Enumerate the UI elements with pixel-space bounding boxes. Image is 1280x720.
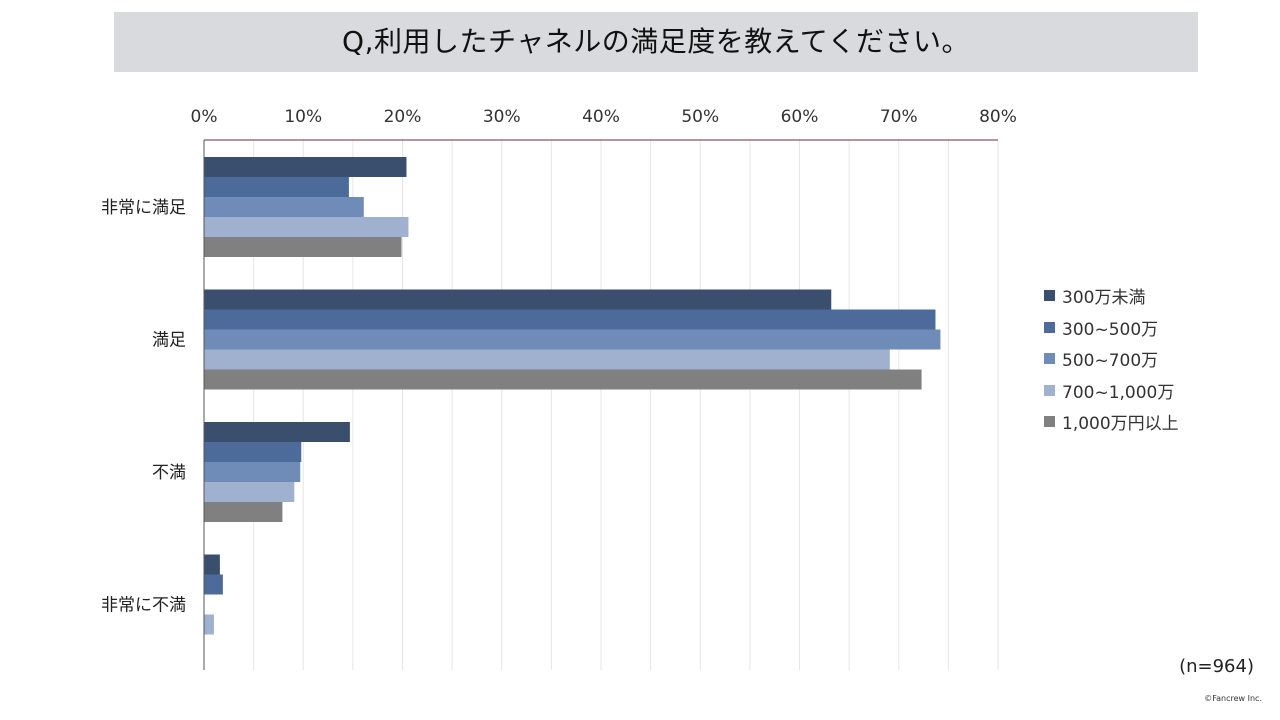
bar xyxy=(204,462,301,482)
title-bar: Q,利用したチャネルの満足度を教えてください。 xyxy=(114,12,1198,72)
legend-label: 500~700万 xyxy=(1062,351,1159,372)
legend-label: 300万未満 xyxy=(1062,288,1146,309)
legend-swatch xyxy=(1044,321,1055,333)
bar xyxy=(204,197,364,217)
legend-label: 700~1,000万 xyxy=(1062,382,1175,403)
x-tick-label: 10% xyxy=(284,107,322,127)
legend-label: 300~500万 xyxy=(1062,319,1159,340)
bar xyxy=(204,237,402,257)
copyright-text: ©Fancrew Inc. xyxy=(1204,694,1262,703)
bar xyxy=(204,329,941,350)
x-tick-label: 80% xyxy=(979,107,1017,127)
bar xyxy=(204,482,295,502)
x-tick-label: 60% xyxy=(781,107,819,127)
x-tick-labels: 0% 10% 20% 30% 40% 50% 60% 70% 80% xyxy=(191,107,1017,127)
grid-lines xyxy=(253,140,999,670)
bar xyxy=(204,217,409,237)
legend-swatch xyxy=(1044,416,1055,428)
x-tick-label: 50% xyxy=(681,107,719,127)
x-tick-label: 0% xyxy=(191,107,218,127)
bar xyxy=(204,157,407,177)
legend-item: 300~500万 xyxy=(1044,312,1179,344)
axes xyxy=(203,139,998,670)
sample-size-label: (n=964) xyxy=(1179,656,1254,677)
bars xyxy=(204,157,941,635)
x-tick-label: 70% xyxy=(880,107,918,127)
legend-item: 1,000万円以上 xyxy=(1044,406,1179,438)
bar xyxy=(204,614,214,635)
bar xyxy=(204,369,922,390)
legend-swatch xyxy=(1044,384,1055,396)
page-title: Q,利用したチャネルの満足度を教えてください。 xyxy=(342,25,970,58)
bar xyxy=(204,574,223,595)
bar xyxy=(204,177,349,197)
bar xyxy=(204,289,832,310)
x-tick-label: 30% xyxy=(483,107,521,127)
category-label: 非常に満足 xyxy=(101,198,186,218)
bar xyxy=(204,422,350,442)
bar xyxy=(204,502,283,522)
bar xyxy=(204,554,220,575)
legend-item: 500~700万 xyxy=(1044,343,1179,375)
legend-swatch xyxy=(1044,353,1055,365)
bar xyxy=(204,442,302,462)
legend-item: 700~1,000万 xyxy=(1044,375,1179,407)
category-label: 不満 xyxy=(152,463,186,483)
category-label: 満足 xyxy=(152,331,186,351)
legend-label: 1,000万円以上 xyxy=(1062,414,1179,435)
legend-swatch xyxy=(1044,290,1055,302)
legend: 300万未満 300~500万 500~700万 700~1,000万 1,000万円以… xyxy=(1044,280,1179,438)
bar xyxy=(204,309,936,330)
x-tick-label: 20% xyxy=(384,107,422,127)
x-tick-label: 40% xyxy=(582,107,620,127)
bar xyxy=(204,349,890,370)
category-label: 非常に不満 xyxy=(101,596,186,616)
legend-item: 300万未満 xyxy=(1044,280,1179,312)
